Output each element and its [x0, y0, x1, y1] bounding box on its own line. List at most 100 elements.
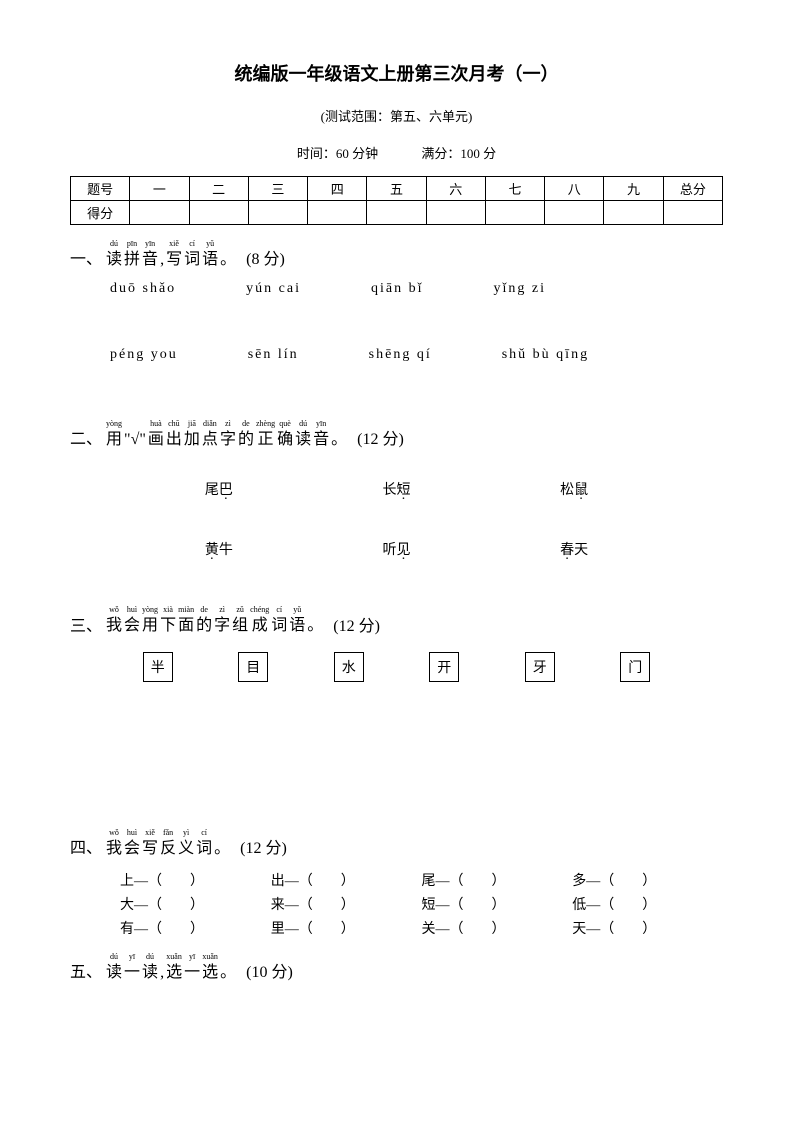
word-row-2: 黄牛听见春天 — [70, 539, 723, 559]
section1-header: 一、 dú读pīn拼yīn音 ,xiě写cí词yǔ语 。 (8 分) — [70, 233, 723, 269]
time-label: 时间：60 分钟 — [297, 146, 378, 161]
ruby-char: 。 — [331, 420, 347, 449]
ruby-char: zì字 — [220, 420, 236, 449]
col: 七 — [485, 177, 544, 201]
subtitle: (测试范围：第五、六单元) — [70, 106, 723, 125]
word-item: 听见 — [382, 539, 410, 559]
char-box: 目 — [238, 652, 268, 682]
cell — [485, 201, 544, 225]
ruby-char: yǔ语 — [289, 606, 305, 635]
ruby-char: wǒ我 — [106, 606, 122, 635]
antonym-pair: 短—（ ） — [422, 894, 573, 914]
score-table: 题号 一 二 三 四 五 六 七 八 九 总分 得分 — [70, 176, 723, 225]
ruby-char: huì会 — [124, 829, 140, 858]
antonym-pair: 低—（ ） — [572, 894, 723, 914]
points: (12 分) — [240, 834, 287, 858]
antonym-pair: 天—（ ） — [572, 918, 723, 938]
char-box: 牙 — [525, 652, 555, 682]
antonym-pair: 大—（ ） — [120, 894, 271, 914]
ruby-char: xiě写 — [166, 240, 182, 269]
col: 总分 — [663, 177, 722, 201]
ruby-char: wǒ我 — [106, 829, 122, 858]
antonym-row: 有—（ ）里—（ ）关—（ ）天—（ ） — [70, 918, 723, 938]
ruby-char: yī一 — [184, 953, 200, 982]
cell — [663, 201, 722, 225]
section3-header: 三、 wǒ我huì会yòng用xià下miàn面de的zì字zǔ组chéng成c… — [70, 599, 723, 635]
pinyin-item: sēn lín — [248, 347, 299, 363]
antonym-pair: 多—（ ） — [572, 870, 723, 890]
pinyin-item: yún cai — [246, 281, 301, 297]
antonym-pair: 有—（ ） — [120, 918, 271, 938]
ruby-char: yòng用 — [142, 606, 158, 635]
char-box: 半 — [143, 652, 173, 682]
ruby-char: cí词 — [196, 829, 212, 858]
section-num: 一、 — [70, 245, 102, 269]
word-row-1: 尾巴长短松鼠 — [70, 479, 723, 499]
ruby-char: pīn拼 — [124, 240, 140, 269]
ruby-char: dú读 — [295, 420, 311, 449]
section5-header: 五、 dú读yī一dú读 ,xuǎn选yī一xuǎn选 。 (10 分) — [70, 946, 723, 982]
time-score: 时间：60 分钟 满分：100 分 — [70, 143, 723, 162]
ruby-char: chū出 — [166, 420, 182, 449]
cell — [604, 201, 663, 225]
col: 六 — [426, 177, 485, 201]
char-box: 门 — [620, 652, 650, 682]
antonym-row: 上—（ ）出—（ ）尾—（ ）多—（ ） — [70, 870, 723, 890]
ruby-char: yòng用 — [106, 420, 122, 449]
char-box: 水 — [334, 652, 364, 682]
page-title: 统编版一年级语文上册第三次月考（一） — [70, 60, 723, 86]
ruby-char: dú读 — [142, 953, 158, 982]
ruby-char: de的 — [238, 420, 254, 449]
ruby-char: , — [160, 240, 164, 269]
score-label: 满分：100 分 — [421, 146, 496, 161]
table-score-row: 得分 — [71, 201, 723, 225]
ruby-char: chéng成 — [250, 606, 269, 635]
char-box: 开 — [429, 652, 459, 682]
cell — [308, 201, 367, 225]
pinyin-item: yǐng zi — [494, 281, 547, 297]
pinyin-item: shēng qí — [369, 347, 432, 363]
ruby-char: "√" — [124, 420, 146, 449]
ruby-char: què确 — [277, 420, 293, 449]
ruby-char: miàn面 — [178, 606, 194, 635]
col: 八 — [545, 177, 604, 201]
ruby-char: dú读 — [106, 953, 122, 982]
ruby-char: cí词 — [271, 606, 287, 635]
ruby-char: xià下 — [160, 606, 176, 635]
ruby-char: xiě写 — [142, 829, 158, 858]
cell — [545, 201, 604, 225]
ruby-char: huì会 — [124, 606, 140, 635]
antonym-pair: 上—（ ） — [120, 870, 271, 890]
pinyin-row-2: péng you sēn lín shēng qí shǔ bù qīng — [70, 347, 723, 363]
cell — [130, 201, 189, 225]
section-num: 三、 — [70, 612, 102, 636]
word-item: 松鼠 — [560, 479, 588, 499]
section-num: 四、 — [70, 834, 102, 858]
word-item: 黄牛 — [205, 539, 233, 559]
section2-header: 二、 yòng用 "√"huà画chū出jiā加diǎn点zì字de的zhèng… — [70, 413, 723, 449]
word-item: 长短 — [382, 479, 410, 499]
ruby-char: 。 — [214, 829, 230, 858]
ruby-char: yī一 — [124, 953, 140, 982]
ruby-char: zǔ组 — [232, 606, 248, 635]
cell — [189, 201, 248, 225]
col: 四 — [308, 177, 367, 201]
section4-header: 四、 wǒ我huì会xiě写fǎn反yì义cí词 。 (12 分) — [70, 822, 723, 858]
pinyin-item: duō shǎo — [110, 281, 176, 297]
char-boxes: 半目水开牙门 — [70, 652, 723, 682]
ruby-char: de的 — [196, 606, 212, 635]
ruby-char: dú读 — [106, 240, 122, 269]
ruby-char: huà画 — [148, 420, 164, 449]
ruby-char: 。 — [220, 240, 236, 269]
ruby-char: jiā加 — [184, 420, 200, 449]
ruby-char: , — [160, 953, 164, 982]
col: 三 — [248, 177, 307, 201]
pinyin-item: shǔ bù qīng — [502, 347, 589, 363]
pinyin-item: qiān bǐ — [371, 281, 424, 297]
ruby-char: yǔ语 — [202, 240, 218, 269]
col: 五 — [367, 177, 426, 201]
points: (12 分) — [333, 612, 380, 636]
pinyin-row-1: duō shǎo yún cai qiān bǐ yǐng zi — [70, 281, 723, 297]
ruby-char: zhèng正 — [256, 420, 275, 449]
section-num: 二、 — [70, 425, 102, 449]
